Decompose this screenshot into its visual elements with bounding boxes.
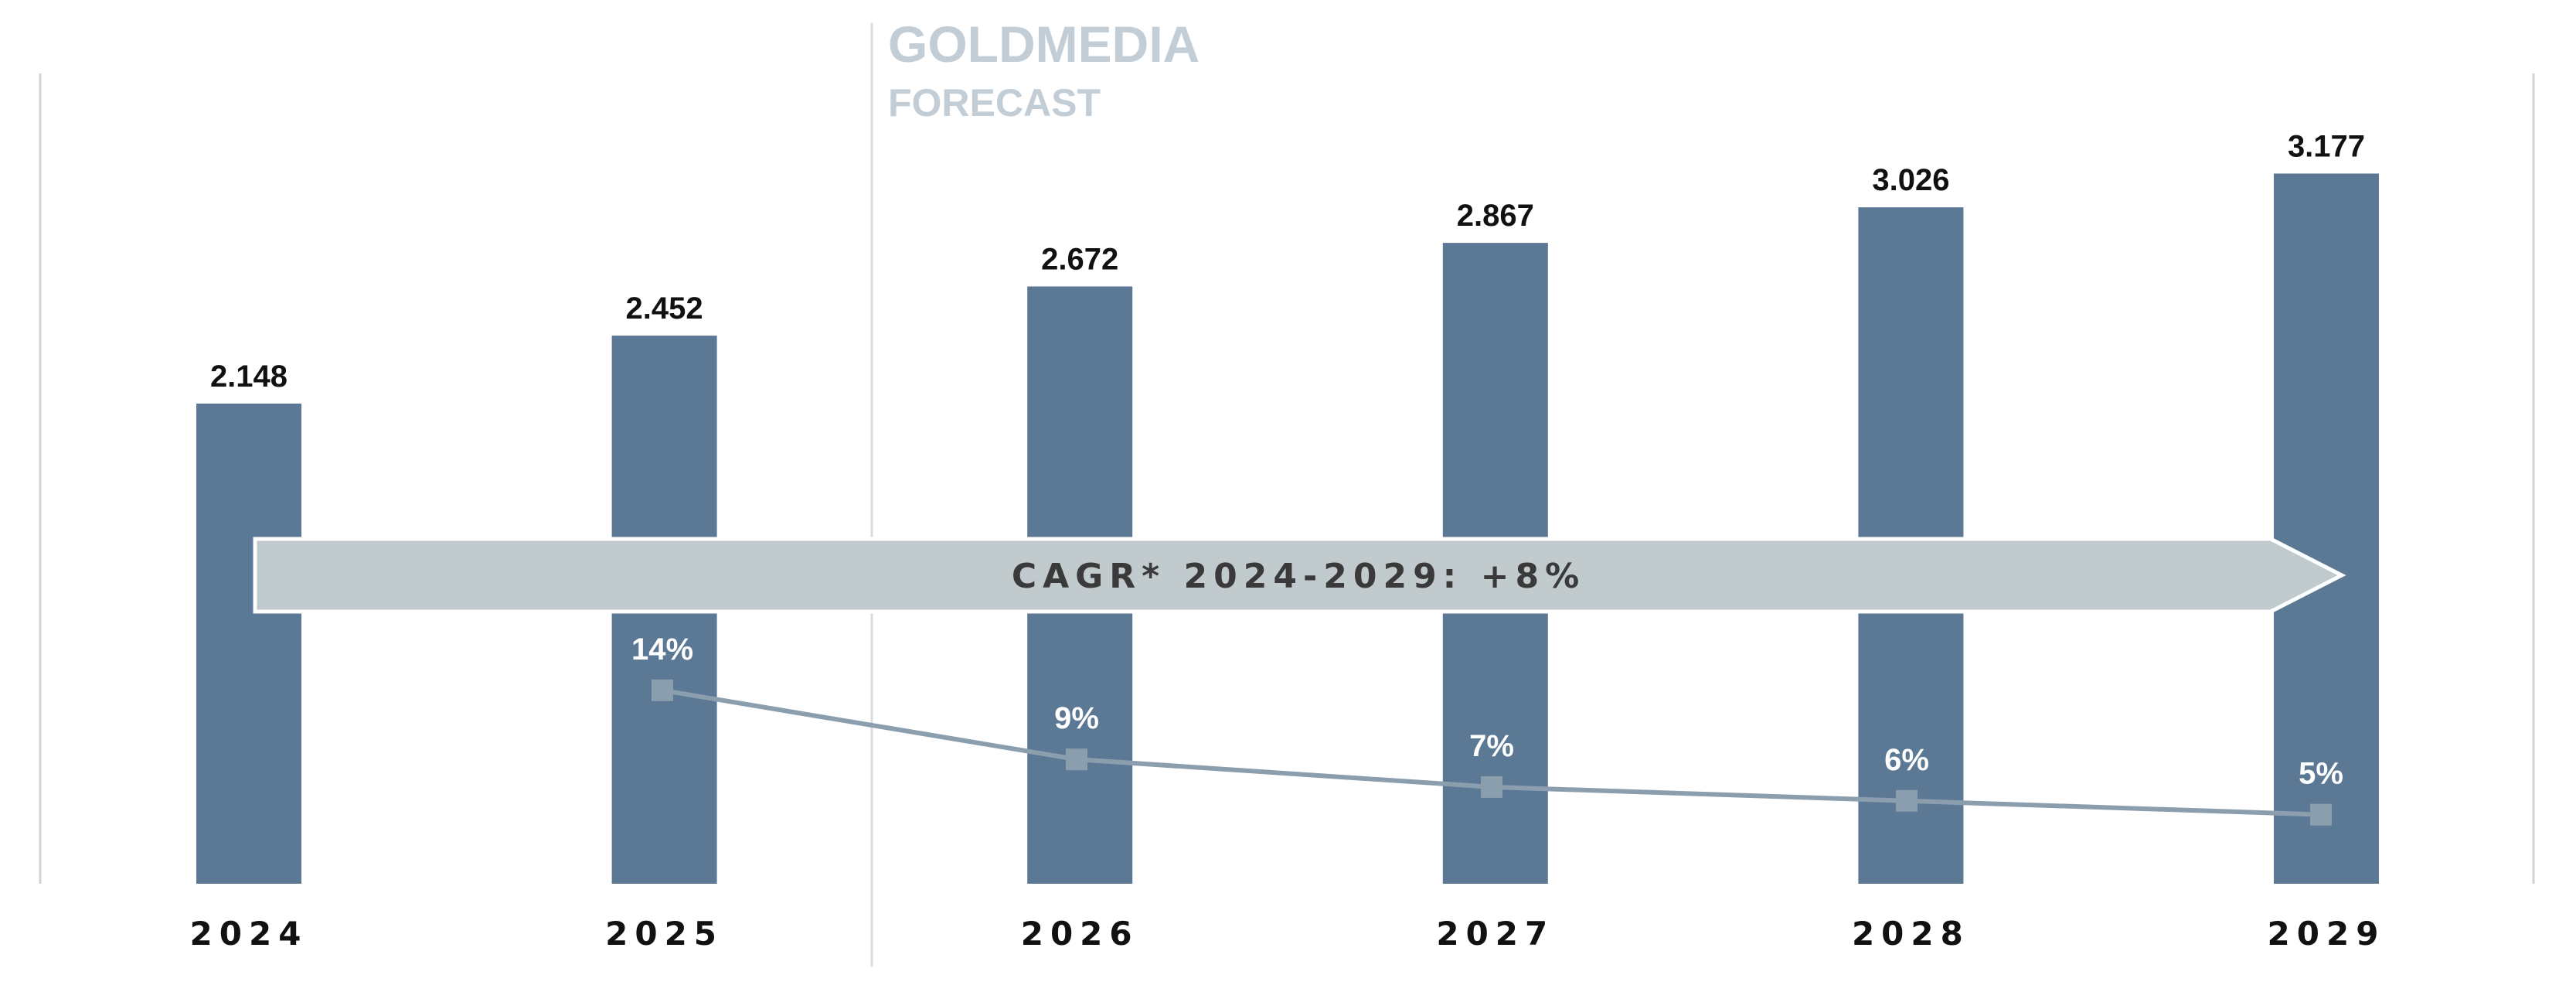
bar-value-label-2024: 2.148 [210, 360, 288, 394]
bar-value-label-2025: 2.452 [626, 291, 703, 326]
x-tick-labels-layer: 2024 2025 2026 2027 2028 2029 [190, 915, 2386, 953]
growth-label-2027: 7% [1469, 729, 1514, 763]
bar-value-label-2028: 3.026 [1872, 163, 1949, 197]
growth-marker-2026 [1066, 748, 1087, 771]
x-tick-label-2026: 2026 [1021, 915, 1139, 953]
growth-marker-2027 [1481, 776, 1502, 798]
cagr-annotation: CAGR* 2024-2029: +8% [1011, 557, 1586, 596]
forecast-label-line2: FORECAST [888, 81, 1101, 124]
bar-value-label-2026: 2.672 [1041, 242, 1118, 276]
forecast-label: GOLDMEDIA FORECAST [888, 19, 1200, 122]
bar-value-label-2027: 2.867 [1457, 199, 1534, 233]
growth-marker-2025 [652, 679, 673, 701]
growth-label-2025: 14% [631, 632, 693, 666]
bar-2029 [2274, 173, 2379, 884]
growth-marker-2029 [2310, 803, 2332, 826]
cagr-arrow [253, 537, 2346, 614]
bar-2024 [196, 403, 301, 884]
x-tick-label-2029: 2029 [2268, 915, 2386, 953]
forecast-label-line1: GOLDMEDIA [888, 15, 1200, 73]
growth-label-2026: 9% [1054, 701, 1099, 735]
growth-label-2028: 6% [1884, 743, 1929, 777]
x-tick-label-2024: 2024 [190, 915, 308, 953]
growth-line-layer: 14% 9% 7% 6% 5% [631, 632, 2343, 826]
bars-layer [196, 173, 2379, 885]
x-tick-label-2025: 2025 [605, 915, 723, 953]
bar-value-labels-layer: 2.148 2.452 2.672 2.867 3.026 3.177 [210, 129, 2365, 394]
x-tick-label-2027: 2027 [1436, 915, 1554, 953]
bar-value-label-2029: 3.177 [2288, 129, 2365, 163]
growth-marker-2028 [1896, 789, 1918, 812]
x-tick-label-2028: 2028 [1852, 915, 1970, 953]
growth-label-2029: 5% [2299, 757, 2343, 791]
